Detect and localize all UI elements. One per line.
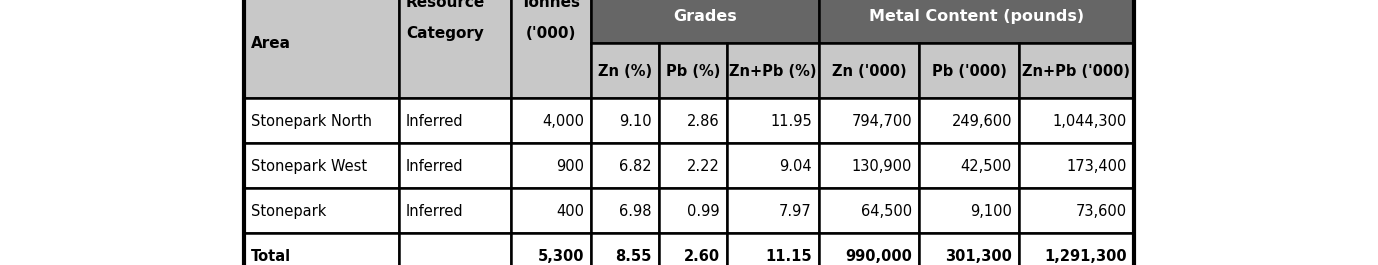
Text: 173,400: 173,400 [1067,159,1127,174]
Bar [1018,188,1134,232]
Bar [1018,98,1134,143]
Bar [819,143,919,188]
Text: 249,600: 249,600 [951,114,1011,129]
Bar [919,42,1018,98]
Text: 2.22: 2.22 [688,159,719,174]
Text: Stonepark: Stonepark [251,204,327,219]
Bar [1018,42,1134,98]
Bar [919,143,1018,188]
Text: 8.55: 8.55 [616,249,652,264]
Bar [591,98,659,143]
Bar [244,0,1134,265]
Bar [1018,143,1134,188]
Text: 6.98: 6.98 [620,204,652,219]
Text: 64,500: 64,500 [861,204,912,219]
Text: 6.82: 6.82 [619,159,652,174]
Bar [511,98,591,143]
Text: 1,291,300: 1,291,300 [1045,249,1127,264]
Bar [400,0,511,98]
Text: 7.97: 7.97 [779,204,812,219]
Text: Zn+Pb ('000): Zn+Pb ('000) [1022,64,1130,79]
Text: 9.10: 9.10 [619,114,652,129]
Bar [819,0,1134,42]
Bar [728,232,819,265]
Text: 900: 900 [555,159,584,174]
Text: Pb ('000): Pb ('000) [932,64,1006,79]
Bar [511,232,591,265]
Text: Inferred: Inferred [407,159,463,174]
Text: 73,600: 73,600 [1076,204,1127,219]
Bar [400,98,511,143]
Text: 9.04: 9.04 [780,159,812,174]
Text: Inferred: Inferred [407,114,463,129]
Text: 2.60: 2.60 [683,249,719,264]
Bar [819,98,919,143]
Bar [728,188,819,232]
Text: 794,700: 794,700 [852,114,912,129]
Bar [244,143,400,188]
Bar [919,188,1018,232]
Text: 5,300: 5,300 [537,249,584,264]
Text: 11.95: 11.95 [770,114,812,129]
Bar [659,188,728,232]
Bar [244,188,400,232]
Text: Resource: Resource [407,0,485,10]
Bar [511,0,591,98]
Text: Stonepark North: Stonepark North [251,114,372,129]
Bar [819,42,919,98]
Text: Tonnes: Tonnes [521,0,582,10]
Bar [819,188,919,232]
Text: Zn+Pb (%): Zn+Pb (%) [729,64,817,79]
Text: 0.99: 0.99 [688,204,719,219]
Text: Category: Category [407,26,484,41]
Bar [591,188,659,232]
Bar [244,98,400,143]
Bar [659,98,728,143]
Text: Grades: Grades [672,9,737,24]
Bar [511,143,591,188]
Text: Total: Total [251,249,291,264]
Bar [591,0,819,42]
Bar [244,232,400,265]
Bar [1018,232,1134,265]
Bar [728,42,819,98]
Text: 400: 400 [555,204,584,219]
Bar [511,188,591,232]
Text: Inferred: Inferred [407,204,463,219]
Bar [400,188,511,232]
Text: 301,300: 301,300 [945,249,1011,264]
Text: Zn ('000): Zn ('000) [832,64,907,79]
Bar [591,232,659,265]
Text: 2.86: 2.86 [688,114,719,129]
Text: Area: Area [251,37,291,51]
Bar [728,143,819,188]
Bar [591,42,659,98]
Bar [659,232,728,265]
Text: Zn (%): Zn (%) [598,64,652,79]
Bar [659,42,728,98]
Bar [244,0,400,98]
Bar [819,232,919,265]
Text: Stonepark West: Stonepark West [251,159,367,174]
Bar [919,232,1018,265]
Bar [591,143,659,188]
Text: 9,100: 9,100 [970,204,1011,219]
Text: 42,500: 42,500 [960,159,1011,174]
Text: 1,044,300: 1,044,300 [1053,114,1127,129]
Bar [659,143,728,188]
Bar [400,143,511,188]
Text: ('000): ('000) [526,26,576,41]
Text: 11.15: 11.15 [765,249,812,264]
Text: 4,000: 4,000 [542,114,584,129]
Bar [919,98,1018,143]
Text: 990,000: 990,000 [845,249,912,264]
Text: Metal Content (pounds): Metal Content (pounds) [870,9,1084,24]
Bar [400,232,511,265]
Text: 130,900: 130,900 [852,159,912,174]
Bar [728,98,819,143]
Text: Pb (%): Pb (%) [666,64,721,79]
